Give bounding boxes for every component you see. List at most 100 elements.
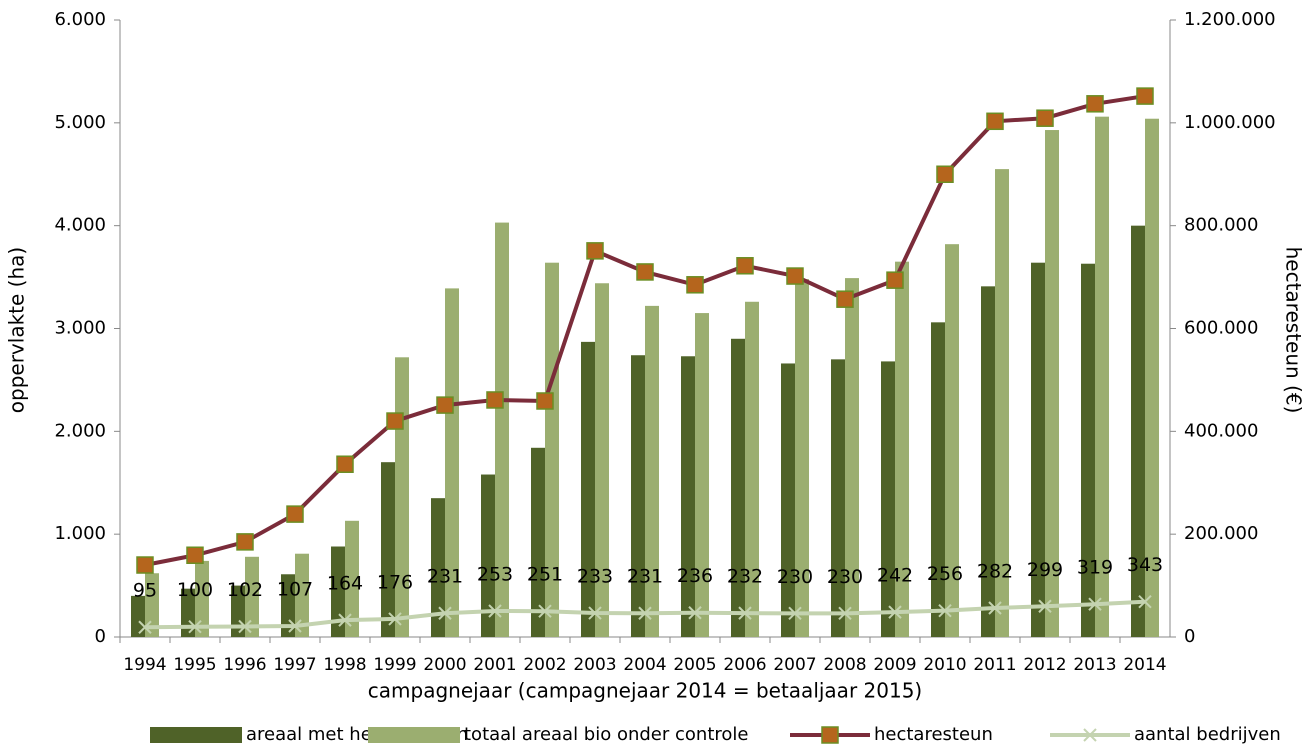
x-tick-label: 2010 — [923, 655, 966, 675]
data-label: 256 — [927, 563, 963, 585]
data-label: 231 — [427, 566, 463, 588]
bar — [581, 341, 595, 637]
line-marker — [988, 601, 1002, 615]
bar — [831, 359, 845, 637]
y-tick-label: 6.000 — [54, 9, 106, 30]
data-label: 176 — [377, 571, 413, 593]
legend-key — [368, 727, 460, 743]
line-marker — [986, 112, 1004, 131]
y-tick-label: 1.000 — [54, 523, 106, 544]
y-tick-label: 0 — [95, 626, 106, 647]
bar — [695, 313, 709, 637]
x-tick-label: 2008 — [823, 655, 866, 675]
bar — [195, 560, 209, 637]
bar — [1081, 263, 1095, 637]
bar — [731, 338, 745, 637]
line-marker — [938, 603, 952, 618]
x-tick-label: 2005 — [673, 655, 716, 675]
line-marker — [188, 620, 202, 634]
bar — [895, 261, 909, 637]
y2-tick-label: 200.000 — [1184, 523, 1258, 544]
line-marker — [1086, 95, 1104, 113]
line-marker — [538, 604, 552, 618]
line-marker — [136, 556, 154, 574]
line-marker — [488, 604, 502, 618]
line-marker — [236, 533, 254, 551]
bar — [145, 573, 159, 637]
legend-label: hectaresteun — [874, 724, 993, 745]
legend-marker — [1083, 728, 1097, 742]
data-label: 102 — [227, 579, 263, 601]
bar — [495, 222, 509, 637]
line-marker — [138, 620, 152, 634]
line-marker — [388, 612, 402, 626]
y2-tick-label: 400.000 — [1184, 420, 1258, 441]
line-marker — [436, 396, 454, 414]
line-marker — [386, 412, 404, 430]
line-marker — [486, 391, 504, 409]
x-tick-label: 2001 — [473, 655, 516, 675]
bar — [1095, 116, 1109, 637]
x-tick-label: 1995 — [173, 655, 216, 675]
bar — [795, 279, 809, 637]
x-tick-label: 1997 — [273, 655, 316, 675]
data-label: 164 — [327, 573, 363, 595]
bar — [1131, 225, 1145, 637]
x-tick-label: 2002 — [523, 655, 566, 675]
line-marker — [888, 605, 902, 619]
legend-label: totaal areaal bio onder controle — [464, 724, 748, 745]
line-marker — [838, 606, 852, 621]
line-marker — [288, 619, 302, 633]
data-label: 242 — [877, 565, 913, 587]
bar — [645, 305, 659, 637]
line-marker — [238, 619, 252, 634]
bar — [395, 357, 409, 637]
data-label: 251 — [527, 564, 563, 586]
x-tick-label: 1996 — [223, 655, 266, 675]
data-label: 299 — [1027, 559, 1063, 581]
bar — [481, 474, 495, 637]
bar — [245, 556, 259, 637]
line-marker — [336, 455, 354, 473]
x-tick-label: 2004 — [623, 655, 666, 675]
line-marker — [1088, 597, 1102, 611]
line-marker — [1138, 595, 1152, 609]
data-label: 236 — [677, 565, 713, 587]
data-label: 95 — [133, 580, 157, 602]
y-tick-label: 4.000 — [54, 215, 106, 236]
line-marker — [788, 606, 802, 621]
y-tick-label: 2.000 — [54, 420, 106, 441]
line-marker — [1036, 109, 1054, 127]
bar — [381, 462, 395, 637]
x-tick-label: 2014 — [1123, 655, 1166, 675]
line-marker — [338, 613, 352, 627]
line-marker — [1038, 599, 1052, 613]
line-marker — [686, 276, 704, 294]
data-label: 232 — [727, 566, 763, 588]
y2-axis-title: hectaresteun (€) — [1282, 247, 1306, 414]
bar — [681, 356, 695, 637]
x-tick-label: 2000 — [423, 655, 466, 675]
y2-tick-label: 600.000 — [1184, 318, 1258, 339]
line-marker — [936, 165, 954, 183]
bar — [981, 286, 995, 637]
data-label: 343 — [1127, 554, 1163, 576]
x-tick-label: 2009 — [873, 655, 916, 675]
bar — [631, 355, 645, 637]
x-tick-label: 1999 — [373, 655, 416, 675]
bar — [931, 322, 945, 637]
bar — [781, 363, 795, 637]
x-tick-label: 2003 — [573, 655, 616, 675]
bar — [545, 262, 559, 637]
bar — [345, 520, 359, 637]
bar — [331, 546, 345, 637]
bar — [531, 447, 545, 637]
y2-tick-label: 1.200.000 — [1184, 9, 1276, 30]
legend-key — [150, 727, 242, 743]
line-marker — [286, 505, 304, 523]
y-tick-label: 5.000 — [54, 112, 106, 133]
line-marker — [738, 606, 752, 620]
bar — [881, 361, 895, 637]
line-marker — [1136, 87, 1154, 105]
